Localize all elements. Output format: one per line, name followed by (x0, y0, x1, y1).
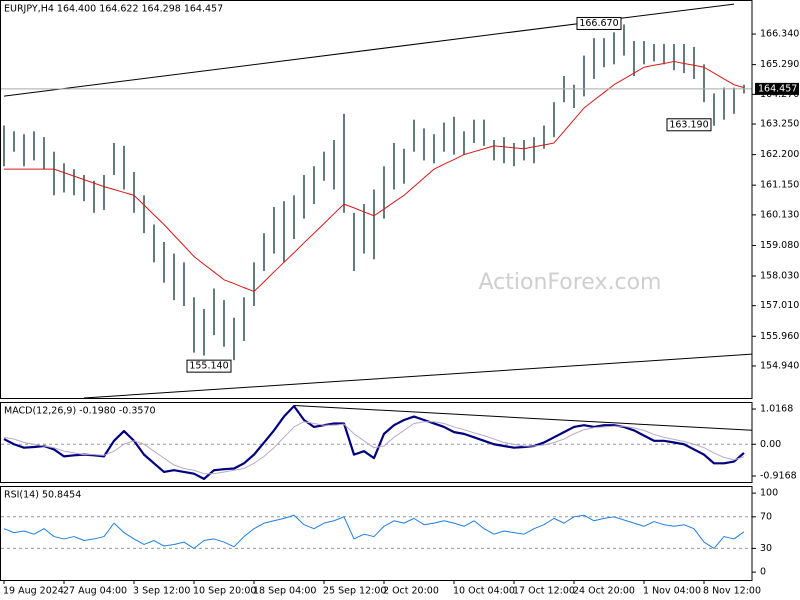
x-tick-label: 19 Aug 2024 (3, 586, 64, 597)
last-price-label: 164.457 (758, 83, 797, 94)
y-tick-label: 0.00 (760, 439, 781, 450)
annotation-box (576, 16, 622, 30)
moving-average (4, 60, 745, 292)
indicator-line (3, 421, 745, 475)
x-tick-label: 3 Sep 12:00 (133, 586, 190, 597)
panel: ActionForex.com (1, 3, 752, 398)
y-tick-label: 70 (760, 511, 772, 522)
chart-title: EURJPY,H4 164.400 164.622 164.298 164.45… (4, 4, 223, 15)
x-tick-label: 10 Oct 04:00 (453, 586, 515, 597)
y-tick-label: 30 (760, 543, 772, 554)
y-tick-label: 1.0168 (760, 404, 793, 415)
annotation-box (186, 359, 232, 373)
y-tick-label: 157.010 (760, 300, 799, 311)
annotation-label: 163.190 (669, 119, 708, 130)
y-tick-label: 160.130 (760, 209, 799, 220)
panel (1, 514, 752, 549)
trendline (83, 353, 752, 398)
x-tick-label: 2 Oct 20:00 (383, 586, 439, 597)
y-tick-label: 163.250 (760, 119, 799, 130)
y-tick-label: 166.340 (760, 29, 799, 40)
trendline (293, 404, 752, 431)
x-tick-label: 17 Oct 12:00 (513, 586, 575, 597)
panel-frame (0, 486, 753, 581)
panel-frame (0, 402, 753, 483)
last-price-box (755, 82, 799, 95)
y-tick-label: 158.030 (760, 271, 799, 282)
panel-frame (0, 0, 753, 399)
watermark: ActionForex.com (479, 270, 662, 295)
x-tick-label: 27 Aug 04:00 (63, 586, 127, 597)
x-tick-label: 10 Sep 20:00 (193, 586, 256, 597)
panel (1, 404, 752, 480)
x-tick-label: 24 Oct 20:00 (573, 586, 635, 597)
y-tick-label: 162.200 (760, 149, 799, 160)
y-tick-label: 159.080 (760, 240, 799, 251)
annotation-box (666, 118, 712, 132)
y-tick-label: -0.9168 (760, 471, 797, 482)
y-tick-label: 155.960 (760, 331, 799, 342)
annotation-label: 166.670 (579, 18, 618, 29)
annotation-label: 155.140 (189, 361, 228, 372)
y-tick-label: 100 (760, 488, 778, 499)
indicator-title: RSI(14) 50.8454 (4, 490, 81, 501)
x-tick-label: 18 Sep 04:00 (253, 586, 316, 597)
x-tick-label: 1 Nov 04:00 (643, 586, 701, 597)
y-tick-label: 165.290 (760, 59, 799, 70)
indicator-title: MACD(12,26,9) -0.1980 -0.3570 (4, 406, 156, 417)
y-tick-label: 154.940 (760, 360, 799, 371)
x-tick-label: 8 Nov 12:00 (703, 586, 761, 597)
x-tick-label: 25 Sep 12:00 (323, 586, 386, 597)
indicator-line (3, 514, 745, 549)
y-tick-label: 161.150 (760, 180, 799, 191)
y-tick-label: 0 (760, 567, 766, 578)
